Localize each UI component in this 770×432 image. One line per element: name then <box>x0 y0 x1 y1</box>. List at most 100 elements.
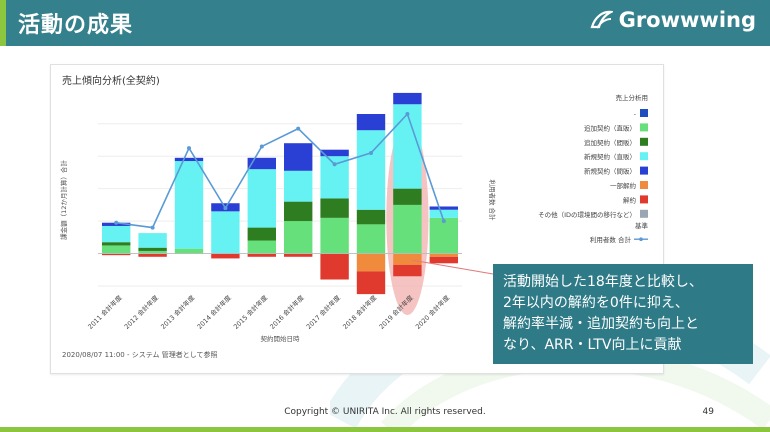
callout-line: 2年以内の解約を0件に抑え、 <box>503 295 689 311</box>
users-point <box>369 150 373 155</box>
bar-segment <box>320 217 349 254</box>
bar-segment <box>211 253 240 259</box>
bar-segment <box>138 250 167 254</box>
result-callout: 活動開始した18年度と比較し、 2年以内の解約を0件に抑え、 解約率半減・追加契… <box>493 264 753 364</box>
callout-line: なり、ARR・LTV向上に貢献 <box>503 337 682 353</box>
legend-swatch <box>640 137 648 146</box>
bar-segment <box>393 92 422 105</box>
bar-segment <box>429 256 458 264</box>
bar-segment <box>284 221 313 254</box>
slide-title: 活動の成果 <box>18 13 134 38</box>
callout-connector <box>411 259 494 275</box>
bar-segment <box>102 242 131 246</box>
bar-segment <box>138 233 167 248</box>
x-tick-label: 2014 会計年度 <box>195 293 233 331</box>
legend-label: 追加契約（直販） <box>584 123 636 132</box>
bar-segment <box>247 169 276 228</box>
bar-segment <box>429 253 458 257</box>
bar-segment <box>138 253 167 257</box>
legend-swatch <box>640 109 648 117</box>
bar-segment <box>284 201 313 222</box>
x-axis-label: 契約開始日時 <box>261 334 301 343</box>
bar-segment <box>393 264 422 277</box>
legend-label: 新規契約（直販） <box>584 152 636 161</box>
legend-swatch <box>640 123 648 132</box>
legend-label: その他（IDの環境間の移行など） <box>538 210 636 219</box>
callout-line: 活動開始した18年度と比較し、 <box>503 274 703 290</box>
x-tick-label: 2015 会計年度 <box>231 293 269 331</box>
bar-segment <box>393 104 422 189</box>
bar-segment <box>102 225 131 243</box>
bar-segment <box>247 157 276 170</box>
page-number: 49 <box>702 407 714 417</box>
bar-segment <box>174 161 204 249</box>
x-tick-label: 2017 会計年度 <box>304 293 342 331</box>
legend-swatch <box>640 166 648 175</box>
y-axis-label: 課金額（12か月計算）合計 <box>59 160 68 240</box>
bar-segment <box>429 209 458 218</box>
bar-segment <box>247 227 276 241</box>
legend-section-label: 基準 <box>635 221 649 230</box>
legend-label: 利用者数 合計 <box>590 235 632 244</box>
users-point <box>296 126 301 131</box>
bar-segment <box>429 206 458 210</box>
bar-segment <box>393 253 422 265</box>
bar-segment <box>247 253 276 257</box>
bar-segment <box>393 204 422 254</box>
users-line <box>116 112 445 229</box>
legend-label: 一部解約 <box>610 181 637 190</box>
brand-logo: Growwwing <box>589 8 756 32</box>
users-point <box>441 219 446 224</box>
x-tick-label: 2013 会計年度 <box>159 293 197 331</box>
copyright-text: Copyright © UNIRITA Inc. All rights rese… <box>284 407 486 417</box>
bar-segment <box>320 253 349 280</box>
header-accent-bar <box>0 0 6 46</box>
users-point <box>187 146 191 151</box>
y2-axis-label: 利用者数 合計 <box>488 179 497 221</box>
bar-segment <box>393 188 422 205</box>
bar-segment <box>356 253 386 272</box>
bar-segment <box>284 253 313 257</box>
bar-segment <box>102 245 131 254</box>
x-tick-label: 2018 会計年度 <box>341 293 379 331</box>
bar-segment <box>284 170 313 202</box>
users-point <box>405 112 410 116</box>
bar-segment <box>429 217 458 254</box>
bar-segment <box>211 211 240 254</box>
slide-header <box>0 0 770 46</box>
bar-segment <box>102 253 131 256</box>
legend-swatch <box>640 209 648 218</box>
bar-segment <box>284 143 313 171</box>
x-tick-label: 2016 会計年度 <box>268 293 306 331</box>
legend-label: 新規契約（間販） <box>584 167 636 176</box>
legend-swatch <box>640 195 648 204</box>
bar-segment <box>320 149 349 157</box>
callout-line: 解約率半減・追加契約も向上と <box>503 316 699 332</box>
bar-segment <box>356 224 386 254</box>
x-tick-label: 2012 会計年度 <box>122 293 160 331</box>
bar-segment <box>174 157 204 162</box>
legend-label: 追加契約（間販） <box>584 138 636 147</box>
growwwing-logo-icon <box>590 10 613 29</box>
bar-segment <box>356 271 386 295</box>
legend-line-marker <box>639 237 643 241</box>
bar-segment <box>356 114 386 131</box>
chart-footnote: 2020/08/07 11:00 - システム 管理者として参照 <box>62 351 218 359</box>
legend-label: 解約 <box>623 195 637 204</box>
users-point <box>223 206 228 211</box>
bar-segment <box>320 198 349 218</box>
legend-swatch <box>640 152 648 161</box>
legend-label: - <box>634 110 637 118</box>
bar-segment <box>356 209 386 225</box>
users-point <box>332 162 337 167</box>
users-point <box>150 225 155 230</box>
footer-accent-bar <box>0 427 770 432</box>
users-point <box>114 220 119 225</box>
users-point <box>259 144 264 149</box>
legend-title: 売上分析用 <box>616 93 649 102</box>
bar-segment <box>138 247 167 251</box>
chart-title: 売上傾向分析(全契約) <box>62 76 160 87</box>
bar-segment <box>174 248 204 254</box>
brand-name: Growwwing <box>618 8 756 32</box>
sales-trend-chart: 2011 会計年度 2012 会計年度 2013 会計年度 2014 会計年度 2015… <box>59 92 649 343</box>
